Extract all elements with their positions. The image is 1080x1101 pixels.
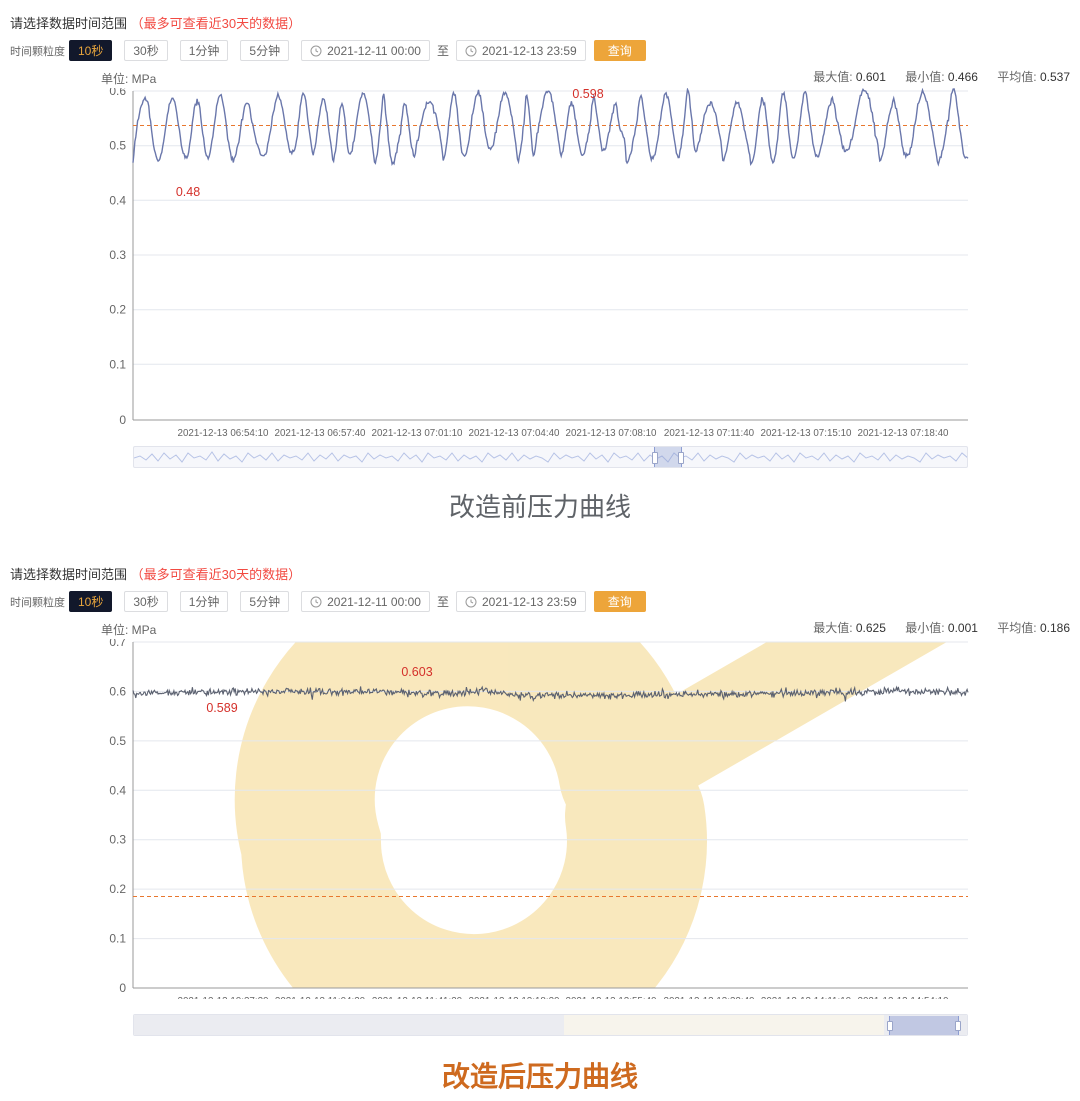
svg-text:2021-12-13 11:41:20: 2021-12-13 11:41:20 (372, 996, 463, 999)
svg-text:2021-12-13 06:57:40: 2021-12-13 06:57:40 (275, 428, 367, 439)
svg-text:2021-12-13 07:15:10: 2021-12-13 07:15:10 (761, 428, 853, 439)
svg-text:0.4: 0.4 (109, 193, 126, 207)
svg-text:0.1: 0.1 (109, 932, 126, 946)
svg-text:2021-12-13 14:11:10: 2021-12-13 14:11:10 (761, 996, 852, 999)
svg-text:0.4: 0.4 (109, 783, 126, 797)
svg-text:2021-12-13 07:01:10: 2021-12-13 07:01:10 (372, 428, 464, 439)
svg-text:0.1: 0.1 (109, 357, 126, 371)
svg-text:0.589: 0.589 (206, 701, 237, 715)
svg-text:0.5: 0.5 (109, 139, 126, 153)
svg-text:0.5: 0.5 (109, 734, 126, 748)
svg-text:0.2: 0.2 (109, 882, 126, 896)
svg-text:2021-12-13 12:55:40: 2021-12-13 12:55:40 (566, 996, 658, 999)
svg-text:0.598: 0.598 (572, 88, 603, 101)
svg-text:0.3: 0.3 (109, 833, 126, 847)
svg-text:2021-12-13 11:04:20: 2021-12-13 11:04:20 (275, 996, 366, 999)
svg-text:0.603: 0.603 (401, 665, 432, 679)
svg-text:0.48: 0.48 (176, 185, 200, 199)
svg-text:0.6: 0.6 (109, 684, 126, 698)
svg-text:2021-12-13 10:27:20: 2021-12-13 10:27:20 (178, 996, 270, 999)
svg-text:2021-12-13 06:54:10: 2021-12-13 06:54:10 (178, 428, 270, 439)
svg-text:0.6: 0.6 (109, 88, 126, 98)
svg-text:0.7: 0.7 (109, 639, 126, 649)
svg-text:2021-12-13 07:18:40: 2021-12-13 07:18:40 (858, 428, 950, 439)
svg-text:2021-12-13 07:11:40: 2021-12-13 07:11:40 (664, 428, 755, 439)
svg-text:0.2: 0.2 (109, 303, 126, 317)
svg-text:2021-12-13 07:04:40: 2021-12-13 07:04:40 (469, 428, 561, 439)
svg-text:0: 0 (119, 413, 126, 427)
svg-text:2021-12-13 07:08:10: 2021-12-13 07:08:10 (566, 428, 658, 439)
svg-text:2021-12-13 14:54:10: 2021-12-13 14:54:10 (858, 996, 950, 999)
svg-text:2021-12-13 13:32:40: 2021-12-13 13:32:40 (664, 996, 756, 999)
svg-text:0: 0 (119, 981, 126, 995)
svg-text:2021-12-13 12:18:20: 2021-12-13 12:18:20 (469, 996, 561, 999)
svg-text:0.3: 0.3 (109, 248, 126, 262)
